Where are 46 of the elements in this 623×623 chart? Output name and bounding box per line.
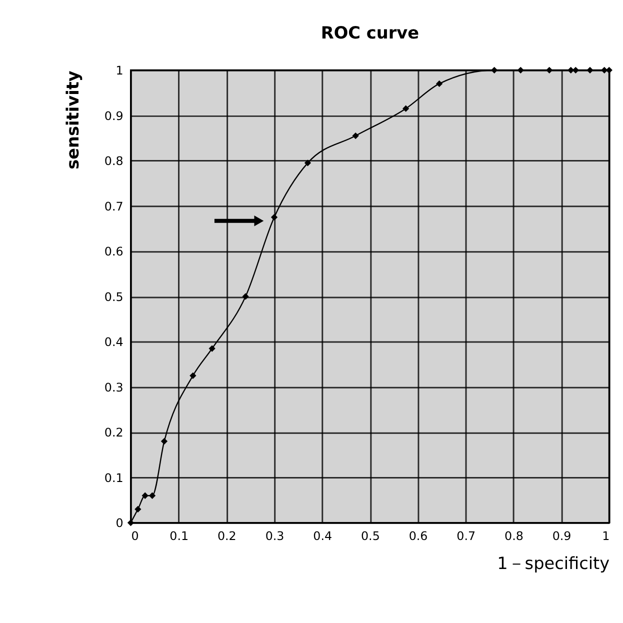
x-tick-label: 0.2 [217,529,236,544]
x-tick-label: 0.9 [552,529,572,544]
point [160,438,168,445]
y-tick-label: 0.5 [104,290,124,304]
y-tick-label: 0 [116,516,124,530]
point [148,492,156,499]
x-tick-label: 0.5 [360,529,380,544]
chart-title: ROC curve [320,22,419,42]
x-tick-label: 0.6 [408,529,428,544]
y-tick-label: 0.2 [104,426,124,440]
y-tick-label: 0.4 [104,335,124,350]
y-tick-label: 0.1 [104,470,124,485]
point [436,80,443,88]
point [134,506,142,513]
point [546,66,553,74]
point [586,66,594,74]
point [606,66,612,74]
y-tick-label: 0.8 [104,154,124,168]
y-axis-title: sensitivity [62,70,83,170]
y-tick-label: 1 [116,64,124,78]
point [127,519,134,526]
point [208,345,216,352]
x-axis-title: 1－specificity [497,552,610,573]
point [190,372,196,379]
x-tick-label: 0.1 [170,529,189,544]
y-tick-label: 0.6 [104,244,124,259]
point [490,66,498,74]
point [568,66,574,74]
x-tick-label: 0.7 [456,529,476,544]
point [142,492,148,499]
point [304,160,312,166]
x-tick-label: 0.4 [313,529,332,544]
x-tick-label: 0 [131,529,139,544]
x-tick-label: 1 [602,529,610,544]
x-tick-label: 0.3 [265,529,284,544]
point [402,105,410,112]
point [352,132,359,140]
y-tick-label: 0.3 [104,380,124,394]
y-tick-label: 0.7 [104,199,124,214]
point [517,66,524,74]
y-tick-label: 0.9 [104,108,124,123]
point [242,293,249,300]
point [270,214,278,221]
point [601,66,608,74]
x-tick-label: 0.8 [504,529,524,544]
point [572,66,579,74]
